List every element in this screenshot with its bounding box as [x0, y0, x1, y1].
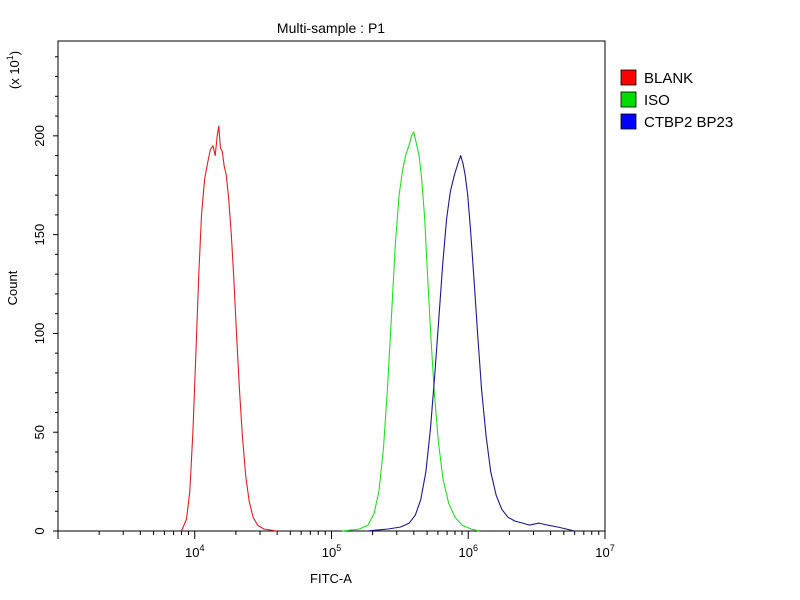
x-axis-label: FITC-A [310, 571, 352, 586]
series-line-2 [366, 155, 575, 532]
legend-swatch-1 [620, 91, 637, 108]
series-layer [180, 125, 575, 532]
x-tick-label: 107 [595, 543, 614, 560]
x-axis: 104 105 106 107 [57, 531, 615, 560]
plot-border [57, 40, 606, 532]
chart-title: Multi-sample : P1 [277, 20, 385, 36]
plot-area [57, 40, 606, 532]
y-multiplier-exp: 1 [5, 55, 15, 60]
y-axis-label: Count [5, 270, 20, 305]
y-multiplier-base: (x 10 [7, 60, 22, 89]
y-axis: 0 50 100 150 200 [32, 56, 58, 535]
y-tick-label: 100 [32, 323, 47, 345]
legend-label-1: ISO [644, 92, 670, 109]
x-tick-label: 105 [322, 543, 341, 560]
legend-swatch-2 [620, 113, 637, 130]
y-tick-label: 0 [32, 527, 47, 534]
legend-label-0: BLANK [644, 70, 693, 87]
legend: BLANK ISO CTBP2 BP23 [620, 69, 733, 131]
svg-text:(x 101): (x 101) [5, 51, 22, 89]
x-tick-label: 106 [459, 543, 478, 560]
legend-swatch-0 [620, 69, 637, 86]
y-multiplier-label: (x 101) [5, 51, 22, 89]
legend-label-2: CTBP2 BP23 [644, 114, 733, 131]
series-line-1 [342, 131, 480, 532]
y-tick-label: 200 [32, 125, 47, 147]
series-line-0 [180, 125, 278, 532]
x-tick-label: 104 [185, 543, 204, 560]
y-tick-label: 150 [32, 224, 47, 246]
y-tick-label: 50 [32, 425, 47, 439]
